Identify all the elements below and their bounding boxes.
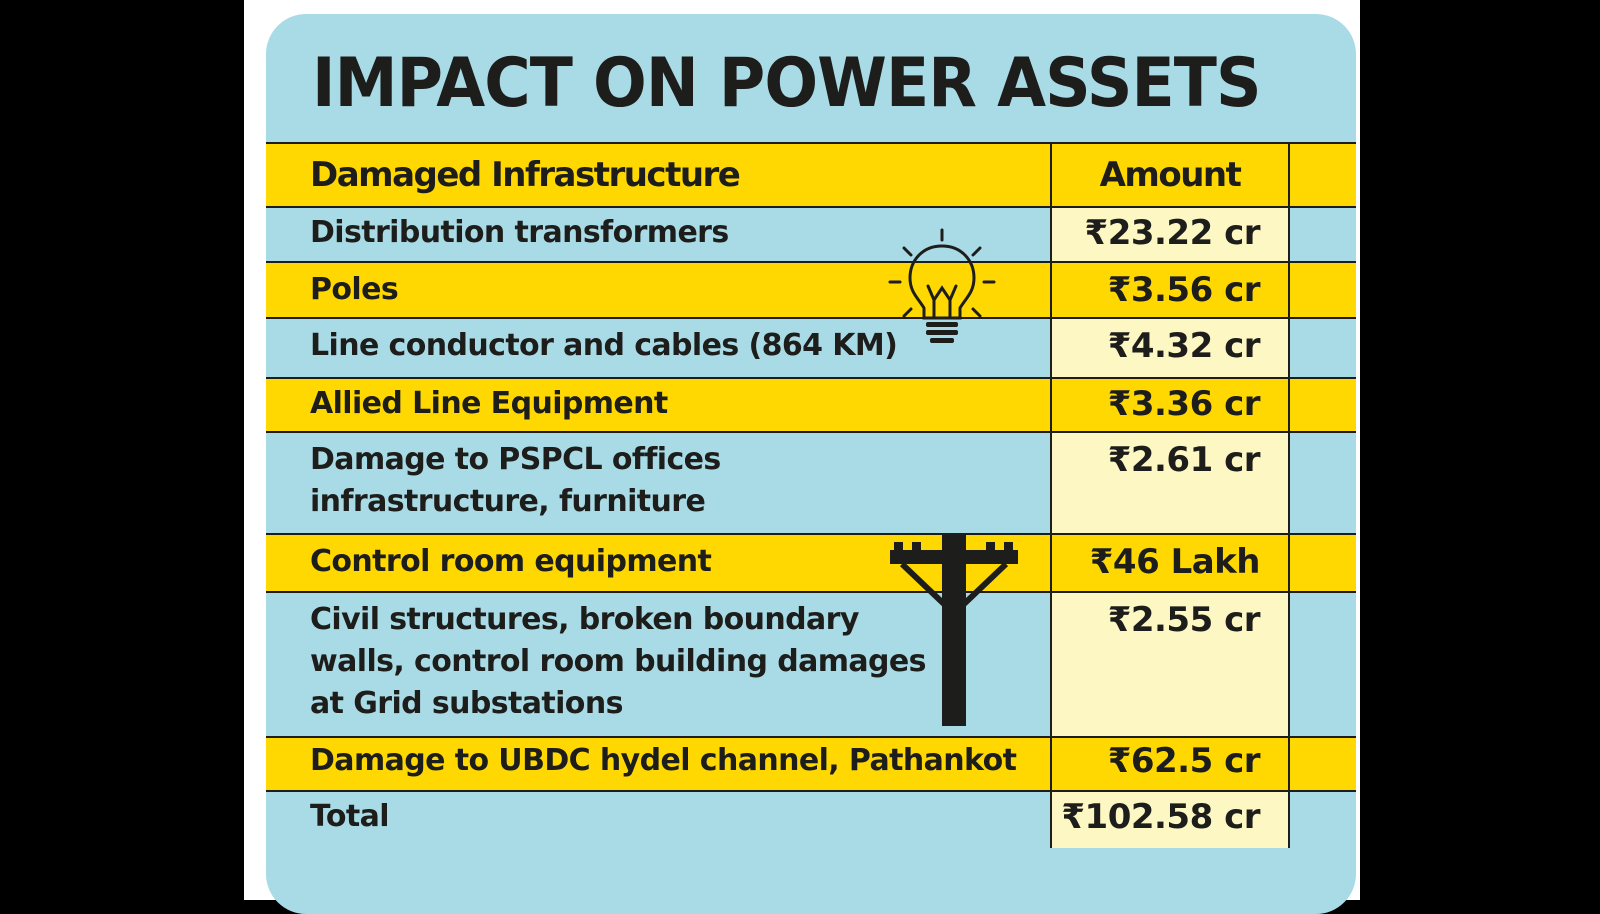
table-row: Allied Line Equipment ₹3.36 cr: [266, 379, 1356, 433]
lightbulb-icon: [888, 228, 996, 343]
row-label: Civil structures, broken boundary walls,…: [266, 593, 1050, 736]
table-row: Damage to PSPCL offices infrastructure, …: [266, 433, 1356, 535]
row-amount: ₹3.56 cr: [1050, 263, 1290, 317]
row-label: Line conductor and cables (864 KM): [266, 319, 1050, 377]
row-amount: ₹2.55 cr: [1050, 593, 1290, 736]
row-label-line: infrastructure, furniture: [310, 484, 706, 519]
row-label: Allied Line Equipment: [266, 379, 1050, 431]
row-amount: ₹46 Lakh: [1050, 535, 1290, 591]
table-total-row: Total ₹102.58 cr: [266, 792, 1356, 848]
row-label-line: Control room equipment: [310, 544, 712, 579]
damage-table: Damaged Infrastructure Amount Distributi…: [266, 142, 1356, 848]
row-label-line: Poles: [310, 272, 399, 307]
row-label: Distribution transformers: [266, 208, 1050, 261]
row-label-line: Civil structures, broken boundary: [310, 602, 859, 637]
table-row: Civil structures, broken boundary walls,…: [266, 593, 1356, 738]
table-row: Poles ₹3.56 cr: [266, 263, 1356, 319]
row-label: Damage to UBDC hydel channel, Pathankot: [266, 738, 1050, 790]
total-label-text: Total: [310, 799, 390, 834]
row-amount: ₹3.36 cr: [1050, 379, 1290, 431]
row-label: Damage to PSPCL offices infrastructure, …: [266, 433, 1050, 533]
table-row: Control room equipment ₹46 Lakh: [266, 535, 1356, 593]
total-amount: ₹102.58 cr: [1050, 792, 1290, 848]
row-label-line: at Grid substations: [310, 686, 623, 721]
row-amount: ₹62.5 cr: [1050, 738, 1290, 790]
infographic-card: IMPACT ON POWER ASSETS Damaged Infrastru…: [266, 14, 1356, 914]
row-label-line: Distribution transformers: [310, 215, 729, 250]
total-label: Total: [266, 792, 1050, 848]
row-label-line: Damage to PSPCL offices: [310, 442, 721, 477]
row-amount: ₹4.32 cr: [1050, 319, 1290, 377]
row-amount: ₹23.22 cr: [1050, 208, 1290, 261]
table-row: Line conductor and cables (864 KM) ₹4.32…: [266, 319, 1356, 379]
column-header-amount: Amount: [1050, 144, 1290, 206]
table-row: Damage to UBDC hydel channel, Pathankot …: [266, 738, 1356, 792]
row-label-line: walls, control room building damages: [310, 644, 927, 679]
table-header-row: Damaged Infrastructure Amount: [266, 142, 1356, 208]
row-label: Control room equipment: [266, 535, 1050, 591]
column-header-infrastructure: Damaged Infrastructure: [310, 155, 741, 195]
infographic-title: IMPACT ON POWER ASSETS: [312, 44, 1262, 123]
row-label: Poles: [266, 263, 1050, 317]
table-row: Distribution transformers ₹23.22 cr: [266, 208, 1356, 263]
row-amount: ₹2.61 cr: [1050, 433, 1290, 533]
row-label-line: Allied Line Equipment: [310, 386, 668, 421]
row-label-line: Line conductor and cables (864 KM): [310, 328, 898, 363]
utility-pole-icon: [890, 534, 1018, 726]
row-label-line: Damage to UBDC hydel channel, Pathankot: [310, 743, 1017, 778]
